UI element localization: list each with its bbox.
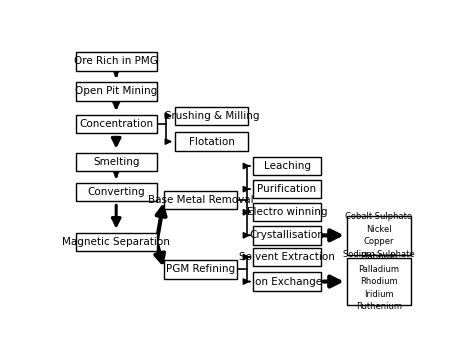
Text: PGM Refining: PGM Refining <box>166 264 235 274</box>
FancyBboxPatch shape <box>253 226 321 245</box>
Text: Solvent Extraction: Solvent Extraction <box>239 252 335 262</box>
Text: Crushing & Milling: Crushing & Milling <box>164 111 259 121</box>
FancyBboxPatch shape <box>175 107 248 125</box>
Text: Concentration: Concentration <box>79 119 153 129</box>
Text: Converting: Converting <box>87 187 145 197</box>
Text: Leaching: Leaching <box>264 161 310 171</box>
Text: Smelting: Smelting <box>93 157 139 167</box>
Text: Purification: Purification <box>257 184 317 194</box>
Text: Ion Exchange: Ion Exchange <box>252 276 322 287</box>
FancyBboxPatch shape <box>76 153 156 171</box>
FancyBboxPatch shape <box>346 258 411 305</box>
Text: Flotation: Flotation <box>189 137 235 146</box>
Text: Crystallisation: Crystallisation <box>250 231 324 240</box>
Text: Electro winning: Electro winning <box>247 207 327 217</box>
FancyBboxPatch shape <box>76 183 156 201</box>
FancyBboxPatch shape <box>253 203 321 221</box>
Text: Base Metal Removal: Base Metal Removal <box>148 195 254 205</box>
FancyBboxPatch shape <box>253 157 321 175</box>
Text: Cobalt Sulphate
Nickel
Copper
Sodium Sulphate: Cobalt Sulphate Nickel Copper Sodium Sul… <box>343 212 415 259</box>
FancyBboxPatch shape <box>175 132 248 151</box>
FancyBboxPatch shape <box>76 115 156 133</box>
FancyBboxPatch shape <box>164 191 237 209</box>
FancyBboxPatch shape <box>76 233 156 251</box>
FancyBboxPatch shape <box>164 260 237 279</box>
Text: Open Pit Mining: Open Pit Mining <box>75 86 157 96</box>
FancyBboxPatch shape <box>76 52 156 71</box>
Text: Platinum
Palladium
Rhodium
Iridium
Ruthenium: Platinum Palladium Rhodium Iridium Ruthe… <box>356 252 402 311</box>
FancyBboxPatch shape <box>346 216 411 255</box>
FancyBboxPatch shape <box>253 272 321 291</box>
FancyBboxPatch shape <box>253 248 321 266</box>
Text: Magnetic Separation: Magnetic Separation <box>62 237 170 247</box>
Text: Ore Rich in PMG: Ore Rich in PMG <box>74 56 158 66</box>
FancyBboxPatch shape <box>76 82 156 101</box>
FancyBboxPatch shape <box>253 180 321 198</box>
